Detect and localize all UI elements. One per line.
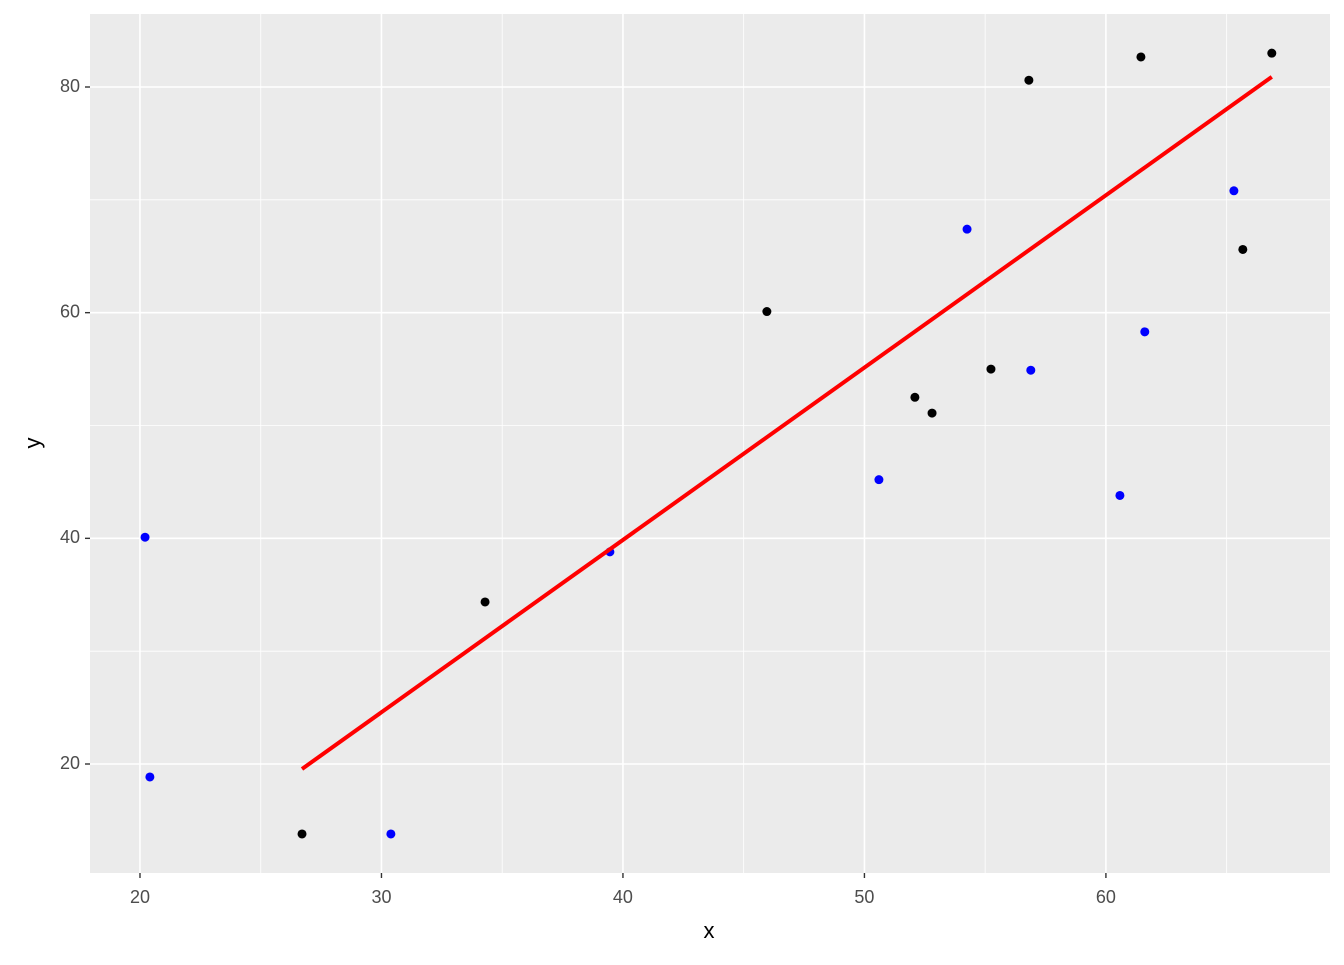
- y-tick-label: 60: [60, 301, 80, 321]
- point: [1024, 75, 1034, 85]
- point: [874, 475, 884, 485]
- point: [1238, 244, 1248, 254]
- point: [927, 408, 937, 418]
- x-tick-label: 20: [130, 887, 150, 907]
- point: [1115, 490, 1125, 500]
- point: [986, 364, 996, 374]
- y-tick-label: 80: [60, 76, 80, 96]
- point: [297, 829, 307, 839]
- x-tick-label: 60: [1096, 887, 1116, 907]
- point: [762, 307, 772, 317]
- point: [145, 772, 155, 782]
- y-axis-title: y: [20, 438, 45, 449]
- plot-panel: [90, 14, 1330, 873]
- point: [140, 532, 150, 542]
- x-tick-label: 50: [854, 887, 874, 907]
- y-tick-label: 40: [60, 527, 80, 547]
- x-axis-title: x: [704, 918, 715, 943]
- point: [1026, 365, 1036, 375]
- x-tick-label: 40: [613, 887, 633, 907]
- point: [910, 392, 920, 402]
- point: [1229, 186, 1239, 196]
- point: [1140, 327, 1150, 337]
- x-tick-label: 30: [371, 887, 391, 907]
- fit-line: [300, 75, 1273, 771]
- point: [480, 597, 490, 607]
- point: [386, 829, 396, 839]
- y-tick-label: 20: [60, 753, 80, 773]
- point: [962, 224, 972, 234]
- point: [1136, 52, 1146, 62]
- point: [1267, 48, 1277, 58]
